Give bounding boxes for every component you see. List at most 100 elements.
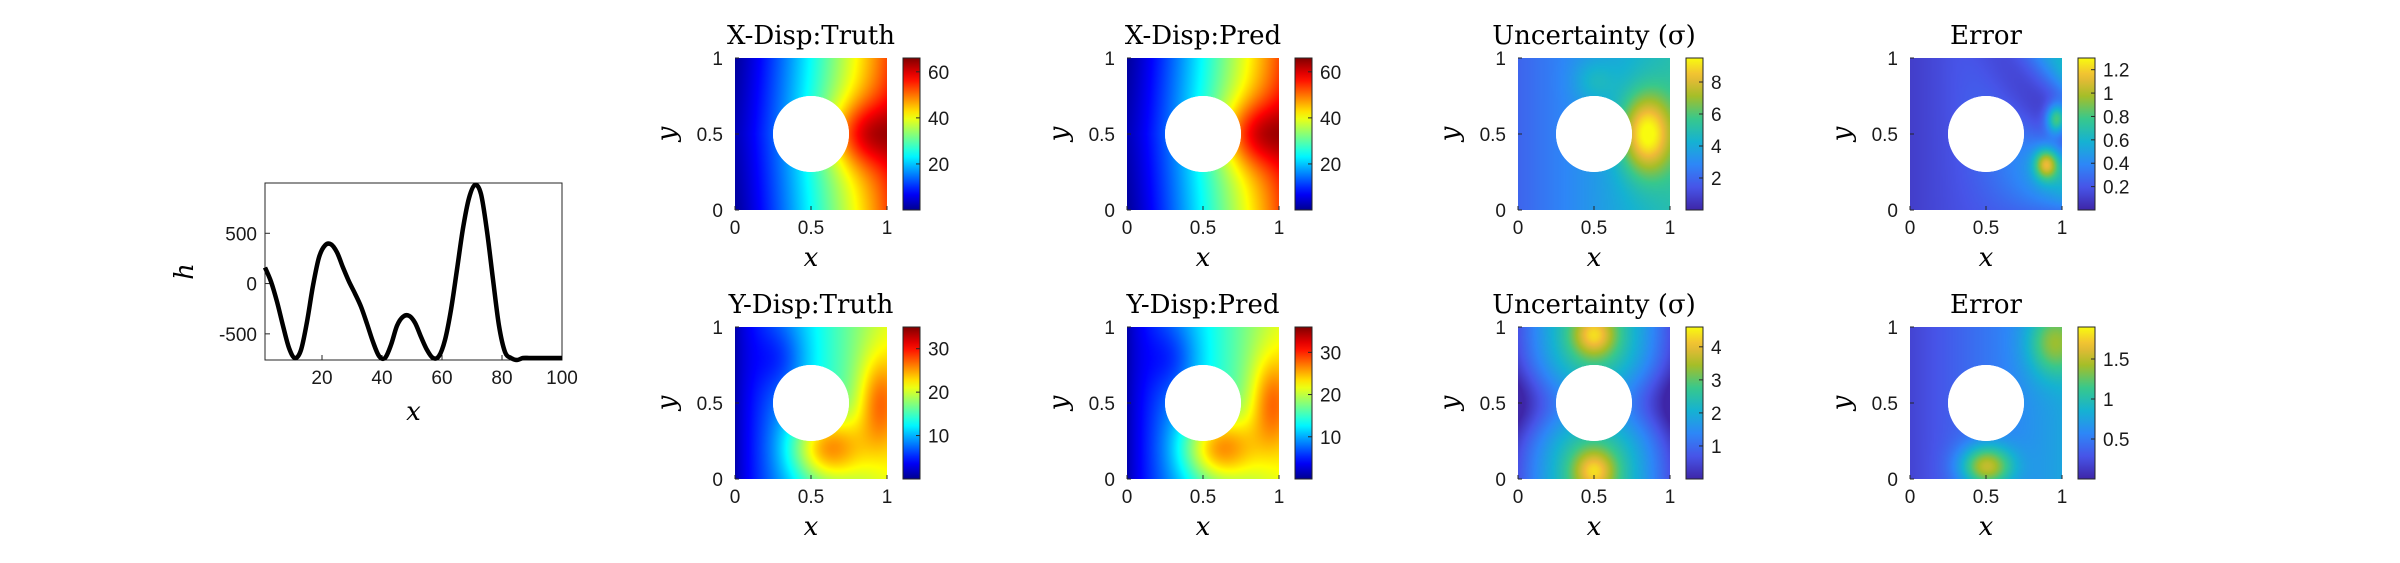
panel-title: X-Disp:Pred [1125,21,1281,51]
colorbar-tick-label: 40 [928,109,949,130]
y-axis-label: y [652,126,682,142]
colorbar-tick-label: 1.5 [2103,350,2129,371]
colorbar [1294,326,1313,480]
colorbar-tick-label: 20 [928,383,949,404]
hole [773,365,849,441]
colorbar [2077,326,2096,480]
colorbar-tick-label: 10 [1320,428,1341,449]
x-tick-label: 0 [1122,218,1133,239]
y-axis-label: y [1435,395,1465,411]
heatmap-panel: Error 0 0.5 1 0 0.5 1 x y 0.5 1 1.5 [1827,290,2129,542]
y-tick-label: 0 [1495,201,1506,222]
colorbar-tick-label: 3 [1711,371,1722,392]
hole [1556,96,1632,172]
x-axis-label: x [1979,243,1994,273]
heatmap-panel: X-Disp:Truth 0 0.5 1 0 0.5 1 x y 20 40 60 [652,21,949,273]
x-axis-label: x [1196,243,1211,273]
y-tick-label: 1 [1887,49,1898,70]
colorbar-tick-label: 60 [1320,63,1341,84]
x-tick-label: 0 [1905,487,1916,508]
colorbar [2077,57,2096,211]
x-tick-label: 1 [2057,218,2068,239]
x-axis-label: x [1196,512,1211,542]
x-axis-label: x [804,512,819,542]
colorbar-tick-label: 40 [1320,109,1341,130]
series-line-h [262,182,562,363]
hole [1556,365,1632,441]
colorbar-tick-label: 10 [928,427,949,448]
colorbar-tick-label: 8 [1711,73,1722,94]
panel-title: Uncertainty (σ) [1492,290,1695,320]
colorbar-tick-label: 0.2 [2103,178,2129,199]
hole [1165,365,1241,441]
colorbar-tick-label: 0.8 [2103,107,2129,128]
hole [1948,96,2024,172]
y-axis-label: y [1435,126,1465,142]
y-tick-label: 0 [712,201,723,222]
colorbar-tick-label: 1 [1711,437,1722,458]
panel-title: Error [1950,290,2022,320]
panel-title: Uncertainty (σ) [1492,21,1695,51]
plot-area [264,182,563,361]
y-tick-label: 1 [1887,318,1898,339]
y-tick-label: 500 [225,224,257,245]
x-tick-label: 0.5 [1190,487,1216,508]
colorbar-tick-label: 20 [1320,386,1341,407]
x-tick-label: 0 [730,218,741,239]
y-axis-label: y [1827,126,1857,142]
x-tick-label: 100 [546,368,578,389]
y-tick-label: 0 [1887,201,1898,222]
y-tick-label: 1 [712,49,723,70]
x-axis-label: x [1979,512,1994,542]
heatmap-panel: X-Disp:Pred 0 0.5 1 0 0.5 1 x y 20 40 60 [1044,21,1341,273]
x-tick-label: 0.5 [1190,218,1216,239]
x-axis-label: x [1587,512,1602,542]
colorbar-tick-label: 0.6 [2103,131,2129,152]
y-tick-label: 0 [1495,470,1506,491]
x-tick-label: 0 [1513,218,1524,239]
y-tick-label: 0 [1104,470,1115,491]
colorbar-tick-label: 1 [2103,84,2114,105]
x-tick-label: 0 [730,487,741,508]
x-tick-label: 1 [1274,218,1285,239]
colorbar [1685,57,1704,211]
y-tick-label: 1 [1495,318,1506,339]
x-tick-label: 40 [371,368,392,389]
x-tick-label: 0.5 [1581,487,1607,508]
colorbar-tick-label: 4 [1711,137,1722,158]
y-tick-label: 0.5 [1089,125,1115,146]
hole [1165,96,1241,172]
y-tick-label: 0 [1104,201,1115,222]
x-axis-label: x [1587,243,1602,273]
y-tick-label: 1 [1104,49,1115,70]
colorbar-tick-label: 20 [928,155,949,176]
x-tick-label: 0.5 [1581,218,1607,239]
heatmap-panel: Uncertainty (σ) 0 0.5 1 0 0.5 1 x y 1 2 3 4 [1435,290,1722,542]
x-tick-label: 1 [2057,487,2068,508]
x-tick-label: 1 [882,487,893,508]
y-axis-label: y [1044,395,1074,411]
hole [1948,365,2024,441]
y-tick-label: 1 [1104,318,1115,339]
y-tick-label: 1 [712,318,723,339]
y-tick-label: 1 [1495,49,1506,70]
x-tick-label: 1 [1665,218,1676,239]
x-tick-label: 0.5 [798,487,824,508]
colorbar-tick-label: 6 [1711,105,1722,126]
x-tick-label: 0 [1513,487,1524,508]
colorbar-tick-label: 60 [928,63,949,84]
panel-title: Y-Disp:Truth [728,290,894,320]
colorbar-tick-label: 4 [1711,338,1722,359]
y-tick-label: 0.5 [1872,125,1898,146]
x-tick-label: 60 [431,368,452,389]
x-tick-label: 0.5 [1973,487,1999,508]
y-tick-label: 0 [712,470,723,491]
panel-title: Y-Disp:Pred [1126,290,1280,320]
y-tick-label: 0.5 [1089,394,1115,415]
colorbar [902,57,921,211]
